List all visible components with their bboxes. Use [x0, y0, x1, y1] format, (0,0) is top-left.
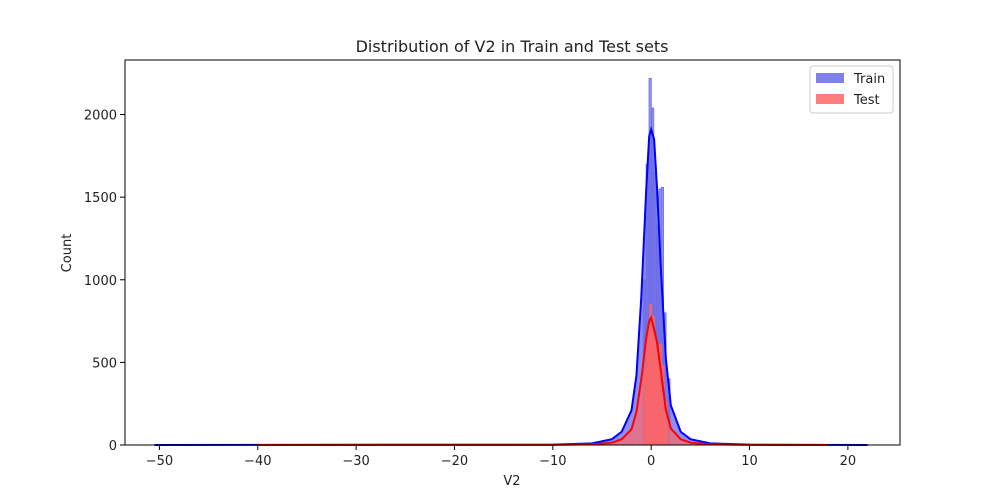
x-tick-label: −50: [146, 454, 173, 469]
y-tick-label: 500: [92, 356, 117, 371]
legend-swatch-train: [816, 73, 844, 83]
y-axis-title: Count: [60, 234, 75, 273]
hist-bar: [656, 350, 660, 446]
legend-swatch-test: [816, 94, 844, 104]
x-axis: −50 −40 −30 −20 −10 0 10 20: [146, 445, 856, 469]
legend: Train Test: [809, 65, 894, 114]
hist-area: [257, 317, 829, 445]
x-tick-label: 20: [840, 454, 857, 469]
y-tick-label: 1500: [84, 191, 117, 206]
y-axis: 0 500 1000 1500 2000: [84, 109, 125, 454]
x-tick-label: −10: [539, 454, 566, 469]
x-axis-title: V2: [503, 474, 520, 489]
y-tick-label: 1000: [84, 274, 117, 289]
x-tick-label: −30: [342, 454, 369, 469]
y-tick-label: 2000: [84, 109, 117, 124]
hist-bar: [654, 338, 658, 446]
hist-bar: [651, 315, 655, 446]
series-train: [154, 77, 868, 446]
plot-frame: [124, 59, 901, 446]
kde-line: [257, 315, 829, 446]
x-tick-label: −20: [441, 454, 468, 469]
hist-bar: [649, 304, 653, 446]
x-tick-label: −40: [244, 454, 271, 469]
y-tick-label: 0: [109, 439, 117, 454]
legend-label-train: Train: [853, 72, 885, 87]
kde-line: [154, 125, 868, 446]
hist-bar: [646, 329, 650, 446]
chart-title: Distribution of V2 in Train and Test set…: [356, 37, 669, 56]
legend-label-test: Test: [853, 93, 880, 108]
hist-area: [154, 129, 868, 445]
x-tick-label: 0: [647, 454, 655, 469]
x-tick-label: 10: [741, 454, 758, 469]
hist-bar: [643, 370, 647, 446]
series-test: [257, 304, 829, 446]
series-layer: [154, 77, 868, 446]
